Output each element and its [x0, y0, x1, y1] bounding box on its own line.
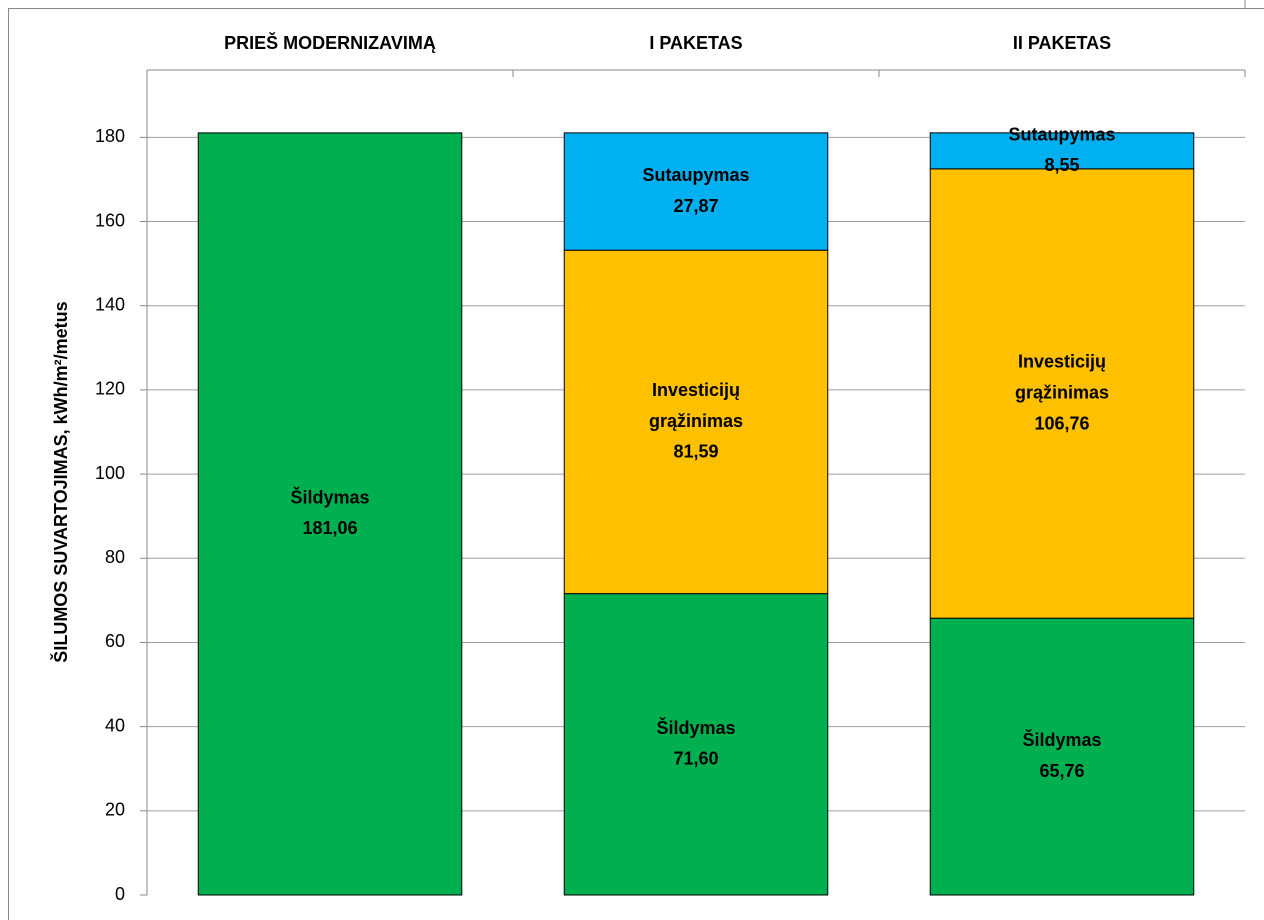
segment-label: Sutaupymas: [1008, 124, 1115, 144]
value-label: 181,06: [302, 518, 357, 538]
label-line: grąžinimas: [649, 411, 743, 431]
value-label: 8,55: [1044, 155, 1079, 175]
label-line: grąžinimas: [1015, 382, 1109, 402]
y-tick-label: 160: [95, 210, 125, 230]
y-tick-label: 40: [105, 715, 125, 735]
bar-segment: [929, 132, 1195, 170]
segment-label: Investicijų grąžinimas: [649, 380, 743, 431]
value-label: 27,87: [673, 196, 718, 216]
y-axis-title: ŠILUMOS SUVARTOJIMAS, kWh/m²/metus: [50, 301, 71, 662]
segment-label: Sutaupymas: [642, 165, 749, 185]
x-tick-label: I PAKETAS: [649, 33, 742, 53]
y-tick-label: 100: [95, 463, 125, 483]
value-label: 106,76: [1034, 413, 1089, 433]
y-tick-label: 80: [105, 547, 125, 567]
y-tick-label: 0: [115, 884, 125, 904]
bar-segment: [929, 168, 1195, 619]
y-tick-label: 20: [105, 800, 125, 820]
y-tick-label: 180: [95, 126, 125, 146]
value-label: 81,59: [673, 442, 718, 462]
bar-segment: [197, 132, 463, 896]
value-label: 71,60: [673, 749, 718, 769]
segment-label: Šildymas: [290, 486, 369, 507]
value-label: 65,76: [1039, 761, 1084, 781]
bar-segment: [929, 617, 1195, 896]
label-line: Investicijų: [1018, 351, 1106, 371]
y-tick-label: 120: [95, 379, 125, 399]
segment-label: Investicijų grąžinimas: [1015, 351, 1109, 402]
x-tick-label: II PAKETAS: [1013, 33, 1111, 53]
label-line: Sutaupymas: [1008, 124, 1115, 144]
label-line: Sutaupymas: [642, 165, 749, 185]
x-tick-label: PRIEŠ MODERNIZAVIMĄ: [224, 32, 436, 53]
label-line: Šildymas: [656, 717, 735, 738]
chart-frame: [8, 8, 1264, 920]
bar-segment: [563, 249, 829, 595]
segment-label: Šildymas: [1022, 729, 1101, 750]
bar-segment: [563, 132, 829, 251]
label-line: Šildymas: [290, 486, 369, 507]
y-tick-label: 60: [105, 631, 125, 651]
label-line: Investicijų: [652, 380, 740, 400]
label-line: Šildymas: [1022, 729, 1101, 750]
bar-segment: [563, 593, 829, 896]
segment-label: Šildymas: [656, 717, 735, 738]
y-tick-label: 140: [95, 294, 125, 314]
